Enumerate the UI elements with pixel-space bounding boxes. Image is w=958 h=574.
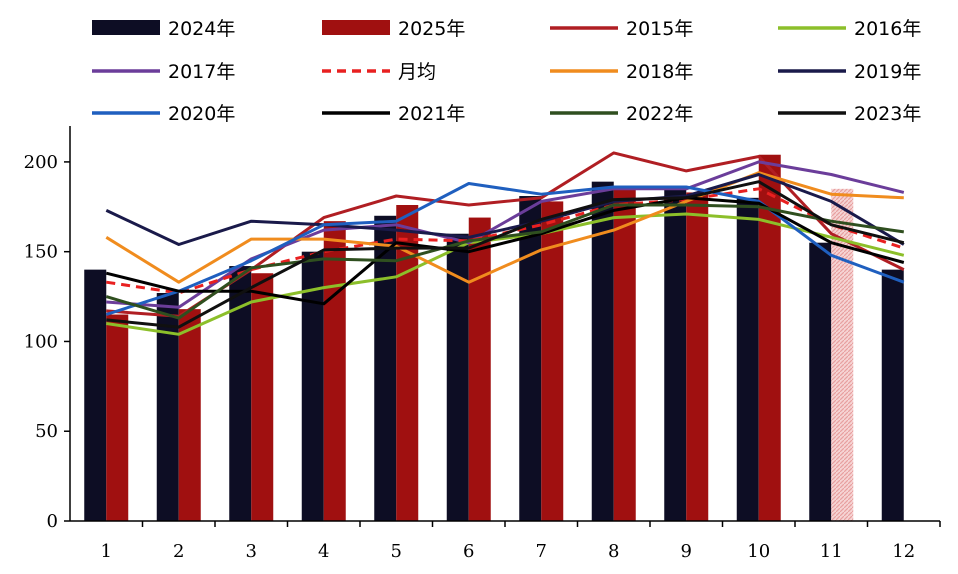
legend-item-2018年: 2018年 — [550, 61, 693, 83]
legend-label: 2024年 — [168, 18, 235, 40]
legend-swatch — [322, 20, 390, 35]
bar-2024年-9 — [664, 188, 687, 521]
bar-2024年-8 — [591, 181, 614, 521]
legend-label: 2022年 — [626, 103, 693, 125]
x-tick-label: 5 — [391, 541, 402, 562]
legend-label: 月均 — [398, 61, 436, 83]
legend-label: 2025年 — [398, 18, 465, 40]
legend-label: 2019年 — [854, 61, 921, 83]
bar-2025年-4 — [323, 221, 346, 521]
bar-2025年-11 — [831, 188, 854, 521]
bar-2024年-4 — [301, 251, 324, 521]
x-tick-label: 9 — [681, 541, 692, 562]
x-tick-label: 12 — [892, 541, 915, 562]
legend-item-2021年: 2021年 — [322, 103, 465, 125]
y-tick-label: 100 — [24, 331, 58, 352]
bar-2024年-11 — [809, 242, 832, 522]
y-tick-label: 0 — [47, 511, 58, 532]
x-tick-label: 1 — [101, 541, 112, 562]
bar-2024年-10 — [736, 197, 759, 521]
bar-2025年-8 — [613, 188, 636, 521]
x-tick-label: 3 — [246, 541, 257, 562]
bar-2024年-6 — [446, 233, 469, 521]
bar-2024年-2 — [156, 292, 179, 521]
legend-item-2022年: 2022年 — [550, 103, 693, 125]
x-tick-label: 4 — [318, 541, 329, 562]
bar-2025年-3 — [251, 273, 274, 521]
legend-item-2015年: 2015年 — [550, 18, 693, 40]
x-tick-label: 8 — [608, 541, 619, 562]
legend-item-2017年: 2017年 — [92, 61, 235, 83]
legend-label: 2021年 — [398, 103, 465, 125]
legend-label: 2018年 — [626, 61, 693, 83]
legend-label: 2017年 — [168, 61, 235, 83]
bar-2024年-7 — [519, 196, 542, 522]
bars-layer — [84, 154, 904, 522]
legend-item-月均: 月均 — [322, 61, 436, 83]
lines-layer — [105, 151, 905, 336]
x-tick-label: 6 — [463, 541, 474, 562]
bar-2024年-5 — [374, 215, 397, 522]
legend-item-2016年: 2016年 — [778, 18, 921, 40]
legend-item-2019年: 2019年 — [778, 61, 921, 83]
series-line-2016年 — [106, 212, 905, 336]
x-tick-label: 7 — [536, 541, 547, 562]
x-tick-label: 10 — [747, 541, 770, 562]
series-line-2019年 — [105, 173, 905, 246]
legend-item-2024年: 2024年 — [92, 18, 235, 40]
legend-label: 2023年 — [854, 103, 921, 125]
y-tick-label: 150 — [24, 242, 58, 263]
bar-2025年-9 — [686, 192, 709, 521]
legend-label: 2020年 — [168, 103, 235, 125]
legend-label: 2016年 — [854, 18, 921, 40]
series-line-2023年 — [106, 180, 905, 329]
x-tick-label: 2 — [173, 541, 184, 562]
series-line-月均 — [106, 187, 905, 295]
bar-2025年-10 — [758, 154, 781, 521]
bar-2025年-1 — [106, 314, 129, 521]
legend-item-2025年: 2025年 — [322, 18, 465, 40]
legend-label: 2015年 — [626, 18, 693, 40]
bar-2024年-12 — [881, 269, 904, 521]
bar-2025年-7 — [541, 201, 564, 521]
bar-2024年-1 — [84, 269, 107, 521]
x-tick-label: 11 — [820, 541, 843, 562]
legend-item-2020年: 2020年 — [92, 103, 235, 125]
series-line-2020年 — [105, 182, 905, 316]
series-line-2022年 — [105, 203, 905, 320]
y-tick-label: 50 — [35, 421, 58, 442]
series-line-2018年 — [105, 171, 904, 284]
bar-2025年-6 — [468, 217, 491, 521]
legend: 2024年 2025年 2015年 2016年 2017年 月均 2018年 2019年 202… — [92, 18, 921, 125]
legend-swatch — [92, 20, 160, 35]
bar-2024年-3 — [229, 266, 252, 521]
legend-item-2023年: 2023年 — [778, 103, 921, 125]
series-line-2021年 — [105, 196, 905, 306]
bar-2025年-5 — [396, 205, 419, 521]
bar-2025年-2 — [178, 309, 201, 521]
y-tick-label: 200 — [24, 152, 58, 173]
